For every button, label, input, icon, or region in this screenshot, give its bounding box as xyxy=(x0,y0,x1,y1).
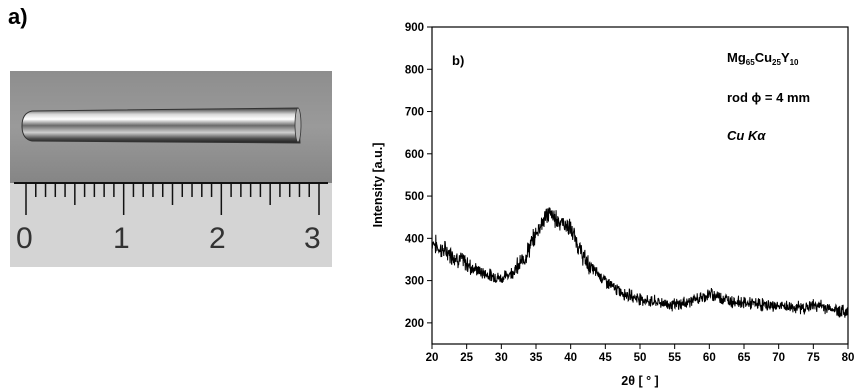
y-axis-ticks: 200 300 400 500 600 700 800 900 xyxy=(405,22,432,330)
x-tick-label: 20 xyxy=(426,352,439,364)
ruler-number-0: 0 xyxy=(16,222,33,255)
y-tick-label: 200 xyxy=(405,318,424,330)
x-tick-label: 25 xyxy=(460,352,473,364)
x-axis-label: 2θ [ ° ] xyxy=(621,374,658,388)
x-tick-label: 35 xyxy=(530,352,543,364)
data-series xyxy=(431,207,849,318)
y-tick-label: 400 xyxy=(405,233,424,245)
ruler-number-1: 1 xyxy=(113,222,130,255)
x-tick-label: 30 xyxy=(495,352,508,364)
y-tick-label: 700 xyxy=(405,107,424,119)
rod-diameter-label: rod ϕ = 4 mm xyxy=(727,90,810,105)
x-axis-ticks: 20 25 30 35 40 45 50 55 60 65 70 75 80 xyxy=(426,344,855,364)
radiation-label: Cu Kα xyxy=(727,128,766,143)
panel-b-label: b) xyxy=(452,53,464,68)
x-tick-label: 45 xyxy=(599,352,612,364)
series-line xyxy=(431,207,849,318)
ruler-number-2: 2 xyxy=(209,222,226,255)
y-axis-label: Intensity [a.u.] xyxy=(371,143,385,228)
ruler-ticks xyxy=(25,183,320,215)
x-tick-label: 70 xyxy=(772,352,785,364)
x-tick-label: 50 xyxy=(634,352,647,364)
x-tick-label: 75 xyxy=(807,352,820,364)
x-tick-label: 80 xyxy=(842,352,855,364)
annotations: Mg65Cu25Y10 rod ϕ = 4 mm Cu Kα xyxy=(727,50,810,143)
ruler-numbers: 0 1 2 3 xyxy=(16,222,321,255)
y-tick-label: 800 xyxy=(405,64,424,76)
x-tick-label: 65 xyxy=(738,352,751,364)
y-tick-label: 300 xyxy=(405,276,424,288)
x-tick-label: 55 xyxy=(668,352,681,364)
y-tick-label: 600 xyxy=(405,149,424,161)
panel-a-label: a) xyxy=(8,4,28,29)
composition-label: Mg65Cu25Y10 xyxy=(727,50,799,67)
x-tick-label: 60 xyxy=(703,352,716,364)
x-tick-label: 40 xyxy=(564,352,577,364)
ruler-number-3: 3 xyxy=(304,222,321,255)
sample-rod-photo: 0 1 2 3 xyxy=(10,71,332,267)
y-tick-label: 900 xyxy=(405,22,424,34)
y-tick-label: 500 xyxy=(405,191,424,203)
